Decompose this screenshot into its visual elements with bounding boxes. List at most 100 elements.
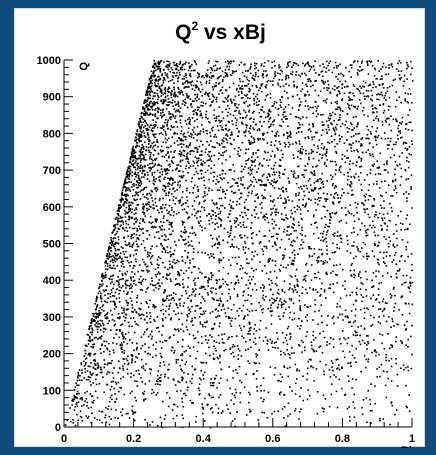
data-point [119,257,121,259]
data-point [249,393,251,396]
data-point [109,242,111,244]
data-point [365,151,367,154]
data-point [399,121,401,124]
data-point [367,342,370,345]
data-point [155,354,157,357]
data-point [400,123,403,125]
data-point [306,331,308,333]
data-point [273,171,275,174]
data-point [340,165,342,168]
data-point [133,166,135,168]
data-point [337,65,339,67]
data-point [398,96,401,98]
data-point [123,341,125,343]
data-point [293,284,296,287]
data-point [163,184,166,187]
data-point [270,288,272,291]
data-point [157,256,160,258]
data-point [117,257,120,260]
data-point [120,346,123,348]
data-point [268,108,271,111]
data-point [153,63,156,66]
data-point [166,125,168,127]
data-point [319,64,321,67]
data-point [130,300,133,302]
data-point [326,131,328,134]
data-point [248,111,250,113]
data-point [341,158,343,160]
data-point [135,370,138,372]
data-point [371,164,374,167]
data-point [139,155,142,158]
data-point [350,150,353,152]
data-point [178,272,180,274]
data-point [247,194,249,197]
data-point [170,151,172,153]
data-point [385,251,388,254]
data-point [404,168,406,171]
data-point [171,346,173,348]
data-point [255,101,258,104]
data-point [283,280,286,282]
data-point [386,370,388,373]
data-point [406,78,408,80]
data-point [246,258,248,260]
data-point [390,296,392,299]
data-point [243,337,245,339]
data-point [180,125,183,128]
data-point [155,79,157,81]
data-point [209,135,212,137]
data-point [319,345,322,347]
data-point [91,327,93,330]
data-point [245,100,247,103]
data-point [260,91,263,93]
data-point [182,392,185,395]
data-point [134,361,137,363]
data-point [179,165,182,167]
data-point [300,101,302,103]
data-point [127,321,130,324]
data-point [320,232,322,235]
data-point [251,156,253,159]
data-point [220,219,223,222]
data-point [254,159,256,161]
data-point [237,354,240,356]
data-point [233,303,235,306]
data-point [161,400,164,403]
data-point [149,80,152,82]
data-point [276,180,279,182]
data-point [110,237,112,239]
data-point [183,371,185,374]
data-point [267,120,270,123]
data-point [142,203,144,205]
data-point [215,374,218,377]
data-point [262,340,265,342]
data-point [69,420,72,423]
data-point [162,319,164,322]
data-point [298,109,300,111]
data-point [345,66,347,69]
data-point [232,201,234,203]
data-point [139,119,142,122]
data-point [168,169,170,172]
data-point [154,144,157,146]
data-point [246,217,249,220]
data-point [352,105,355,108]
data-point [124,220,127,223]
data-point [367,137,370,140]
data-point [204,195,206,197]
data-point [180,146,183,148]
data-point [211,93,214,96]
data-point [128,243,131,245]
data-point [159,340,161,343]
data-point [395,358,397,360]
data-point [186,86,189,88]
data-point [79,375,81,377]
data-point [333,322,335,325]
data-point [385,99,387,101]
data-point [191,80,194,82]
data-point [246,78,249,81]
data-point [138,313,140,315]
data-point [120,287,123,289]
data-point [292,173,294,176]
